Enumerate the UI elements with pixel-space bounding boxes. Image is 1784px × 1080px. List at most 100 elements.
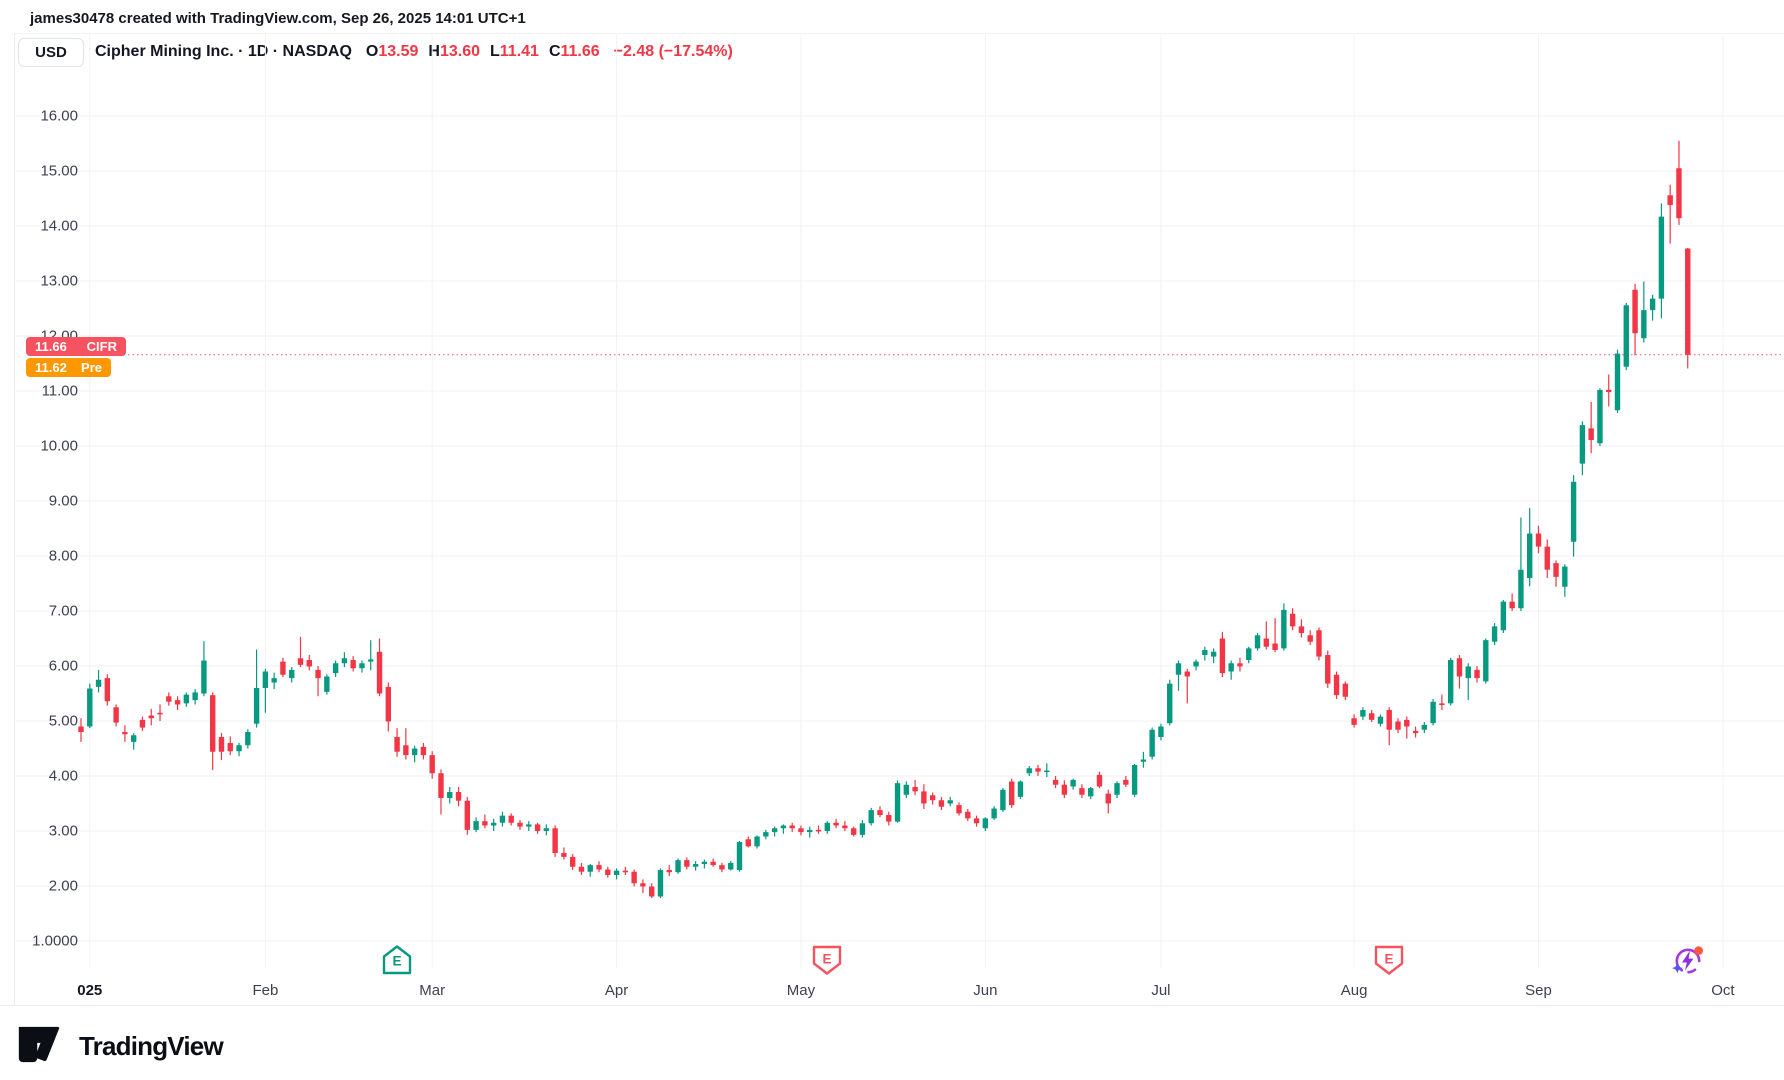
price-tick-label: 13.00 <box>40 272 78 290</box>
price-tick-label: 14.00 <box>40 217 78 235</box>
candle-body <box>736 842 743 871</box>
symbol-title[interactable]: Cipher Mining Inc. · 1D · NASDAQ <box>95 43 352 60</box>
earnings-down-icon[interactable]: E <box>810 943 844 977</box>
ohlc-l: L11.41 <box>490 43 539 60</box>
candle-body <box>1649 298 1656 311</box>
svg-text:E: E <box>823 952 832 967</box>
candle-body <box>517 822 523 827</box>
last-price-badge: 11.66 CIFR <box>26 337 126 356</box>
candle-wick <box>264 668 266 713</box>
candle-body <box>262 671 269 688</box>
candle-body <box>1377 716 1384 724</box>
candle-body <box>508 815 514 823</box>
candle-wick <box>1265 621 1267 650</box>
month-label: Mar <box>419 982 446 999</box>
candle-body <box>1404 719 1410 727</box>
candle-body <box>569 856 576 867</box>
candle-body <box>306 659 312 667</box>
candle-body <box>640 883 646 887</box>
candle-body <box>622 870 629 873</box>
candle-body <box>578 866 585 872</box>
candle-body <box>499 815 506 823</box>
tradingview-wordmark: TradingView <box>79 1030 224 1061</box>
candle-body <box>1298 626 1305 633</box>
premarket-price-value: 11.62 <box>35 360 67 375</box>
candle-body <box>473 821 479 830</box>
candle-body <box>192 692 198 701</box>
candle-body <box>385 686 391 722</box>
candle-body <box>842 825 848 829</box>
candle-body <box>684 860 690 867</box>
price-tick-label: 2.00 <box>48 877 78 895</box>
candle-wick <box>405 728 407 760</box>
month-label: Apr <box>604 982 629 999</box>
candle-body <box>1597 389 1603 444</box>
candle-wick <box>1406 716 1408 739</box>
tradingview-mark-icon <box>18 1026 60 1063</box>
candle-body <box>807 829 813 833</box>
candle-body <box>1447 659 1454 704</box>
candle-body <box>1017 781 1024 797</box>
candle-body <box>1518 569 1524 609</box>
month-label: Aug <box>1340 982 1368 999</box>
pane-border-top <box>14 33 1784 34</box>
candle-body <box>1202 650 1208 655</box>
candle-body <box>666 870 672 873</box>
candle-body <box>1105 793 1111 804</box>
candle-body <box>877 810 883 816</box>
candle-wick <box>817 825 820 834</box>
candle-body <box>438 773 444 798</box>
premarket-label: Pre <box>81 360 102 375</box>
month-label: Feb <box>252 982 279 999</box>
candle-body <box>315 669 321 679</box>
candle-body <box>1325 655 1331 684</box>
candle-body <box>1412 730 1419 734</box>
candle-body <box>289 669 295 679</box>
candle-body <box>1500 601 1507 631</box>
candle-body <box>613 870 620 875</box>
price-tick-label: 6.00 <box>48 657 78 675</box>
candle-body <box>850 828 857 835</box>
price-tick-label: 4.00 <box>48 767 78 785</box>
candle-body <box>921 791 927 804</box>
candle-body <box>1149 729 1155 757</box>
candle-body <box>973 818 980 824</box>
candle-body <box>912 787 918 792</box>
currency-button[interactable]: USD <box>18 37 84 67</box>
candle-body <box>991 808 997 819</box>
month-label: Jun <box>973 982 998 999</box>
candle-body <box>1667 195 1673 206</box>
candle-body <box>87 688 93 727</box>
pane-border-bottom <box>0 1005 1784 1006</box>
earnings-down-icon[interactable]: E <box>1372 943 1406 977</box>
candle-body <box>1167 683 1173 724</box>
candle-body <box>824 822 830 831</box>
candle-body <box>1246 648 1252 660</box>
candle-body <box>1588 428 1594 440</box>
candle-body <box>903 784 910 795</box>
candle-body <box>833 822 839 826</box>
candle-body <box>789 825 795 829</box>
month-label: Jul <box>1151 982 1171 999</box>
candle-body <box>1123 779 1129 785</box>
tradingview-logo[interactable]: TradingView <box>15 1026 224 1066</box>
candle-body <box>1368 713 1375 720</box>
candle-body <box>631 871 637 884</box>
candle-body <box>1439 703 1445 706</box>
pane-border-left <box>14 33 15 1005</box>
candle-body <box>1289 613 1296 627</box>
ai-sparkle-icon[interactable] <box>1668 941 1708 981</box>
candle-body <box>534 824 541 831</box>
candle-body <box>859 823 866 835</box>
candle-body <box>719 865 725 870</box>
premarket-price-badge: 11.62 Pre <box>26 358 111 377</box>
candle-body <box>368 659 374 662</box>
candle-wick <box>1274 618 1276 653</box>
price-tick-label: 1.0000 <box>32 932 78 950</box>
candle-body <box>947 800 953 804</box>
candle-wick <box>1590 402 1592 454</box>
earnings-up-icon[interactable]: E <box>380 943 414 977</box>
candle-body <box>956 805 962 814</box>
